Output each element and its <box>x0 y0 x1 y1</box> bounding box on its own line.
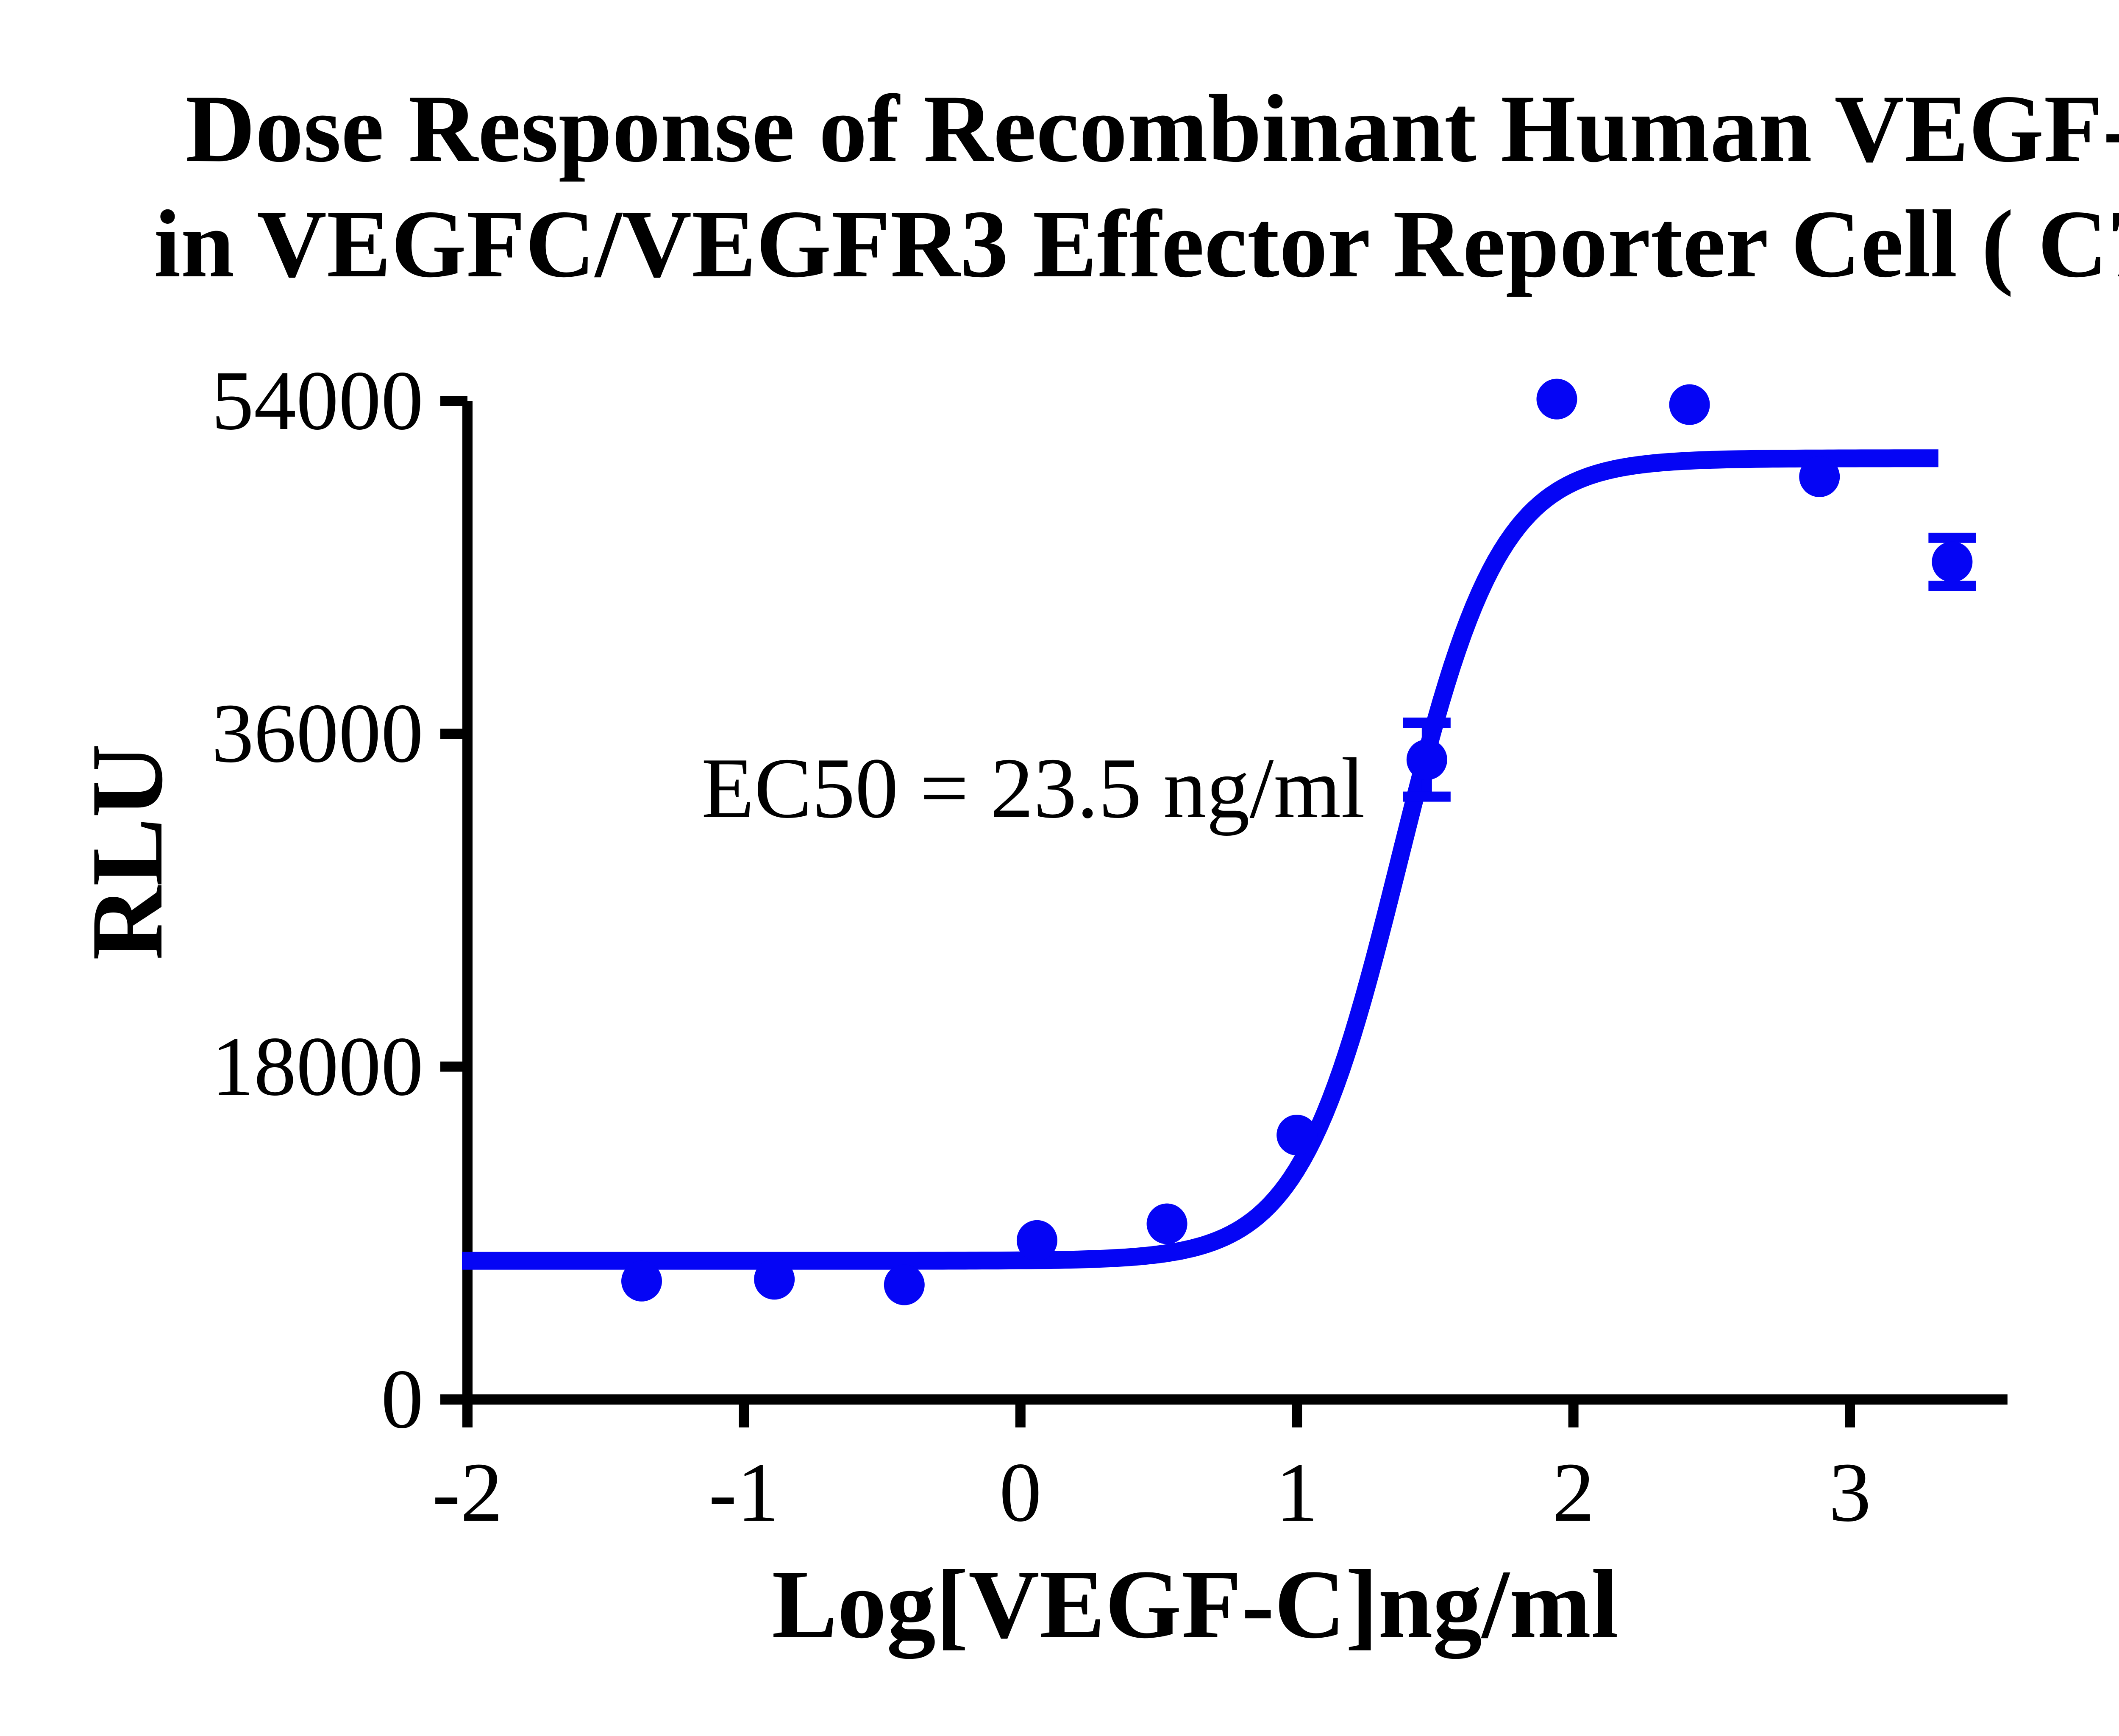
data-point <box>1669 384 1710 425</box>
x-tick-label: 1 <box>1276 1446 1318 1539</box>
data-point <box>754 1259 795 1300</box>
data-point <box>1932 541 1973 582</box>
data-point <box>1276 1115 1318 1156</box>
ec50-annotation: EC50 = 23.5 ng/ml <box>701 740 1365 836</box>
data-point <box>1146 1203 1187 1244</box>
chart-title-line1: Dose Response of Recombinant Human VEGF-… <box>185 75 2119 182</box>
fit-curve <box>459 449 1942 1270</box>
y-tick-label: 0 <box>381 1352 423 1446</box>
x-tick-label: -1 <box>709 1446 779 1539</box>
data-point <box>621 1260 662 1302</box>
data-point <box>1799 456 1840 497</box>
data-point <box>1016 1220 1057 1261</box>
x-axis-label: Log[VEGF-C]ng/ml <box>772 1550 1618 1659</box>
data-point <box>1406 739 1447 780</box>
y-tick-label: 36000 <box>211 687 423 781</box>
x-tick-label: 2 <box>1552 1446 1595 1539</box>
chart-title-line2: in VEGFC/VEGFR3 Effector Reporter Cell (… <box>154 191 2119 298</box>
x-tick-label: 0 <box>999 1446 1042 1539</box>
y-tick-label: 18000 <box>211 1019 423 1113</box>
x-tick-label: 3 <box>1829 1446 1871 1539</box>
data-point <box>1536 378 1577 420</box>
data-point <box>884 1264 925 1305</box>
y-tick-label: 54000 <box>211 354 423 448</box>
x-tick-label: -2 <box>432 1446 503 1539</box>
